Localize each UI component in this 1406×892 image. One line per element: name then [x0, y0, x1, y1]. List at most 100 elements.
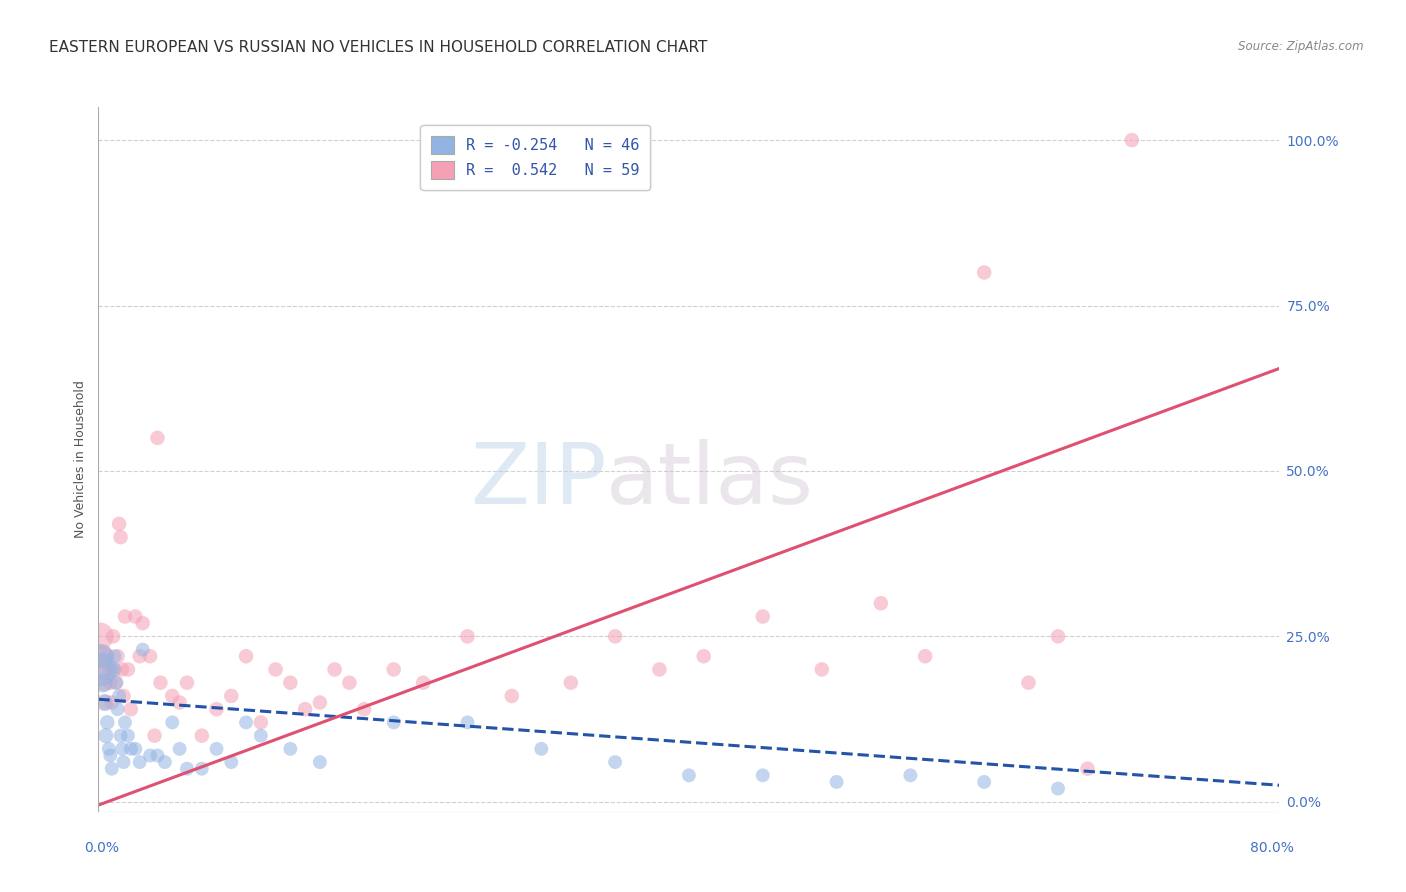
Point: [457, 715, 479, 730]
Point: [221, 689, 243, 703]
Point: [530, 742, 553, 756]
Point: [501, 689, 523, 703]
Text: 0.0%: 0.0%: [84, 841, 118, 855]
Point: [205, 702, 228, 716]
Point: [104, 663, 127, 677]
Point: [143, 729, 166, 743]
Point: [648, 663, 671, 677]
Point: [132, 642, 155, 657]
Point: [91, 675, 114, 690]
Point: [191, 762, 214, 776]
Point: [128, 755, 150, 769]
Point: [105, 675, 128, 690]
Point: [111, 742, 134, 756]
Point: [112, 689, 135, 703]
Point: [107, 649, 129, 664]
Point: [191, 729, 214, 743]
Point: [112, 755, 135, 769]
Point: [825, 775, 848, 789]
Point: [457, 629, 479, 643]
Point: [98, 675, 121, 690]
Point: [111, 663, 134, 677]
Point: [103, 629, 125, 643]
Point: [973, 775, 995, 789]
Point: [693, 649, 716, 664]
Point: [117, 729, 139, 743]
Point: [128, 649, 150, 664]
Point: [382, 715, 405, 730]
Point: [139, 748, 162, 763]
Point: [117, 663, 139, 677]
Point: [149, 675, 172, 690]
Point: [97, 742, 120, 756]
Point: [94, 696, 117, 710]
Point: [1121, 133, 1143, 147]
Point: [169, 742, 191, 756]
Point: [91, 663, 114, 677]
Point: [104, 649, 127, 664]
Point: [309, 755, 332, 769]
Point: [560, 675, 582, 690]
Point: [339, 675, 361, 690]
Point: [90, 649, 112, 664]
Point: [169, 696, 191, 710]
Point: [146, 748, 169, 763]
Text: Source: ZipAtlas.com: Source: ZipAtlas.com: [1239, 40, 1364, 54]
Point: [120, 702, 142, 716]
Point: [205, 742, 228, 756]
Point: [108, 689, 131, 703]
Point: [162, 689, 183, 703]
Point: [810, 663, 832, 677]
Point: [110, 530, 132, 544]
Point: [146, 431, 169, 445]
Point: [678, 768, 700, 782]
Point: [752, 768, 775, 782]
Point: [97, 663, 120, 677]
Point: [264, 663, 287, 677]
Point: [176, 762, 198, 776]
Point: [120, 742, 142, 756]
Point: [353, 702, 375, 716]
Point: [89, 663, 111, 677]
Point: [96, 649, 118, 664]
Point: [107, 702, 129, 716]
Point: [114, 715, 136, 730]
Point: [605, 755, 627, 769]
Point: [108, 516, 131, 531]
Legend: R = -0.254   N = 46, R =  0.542   N = 59: R = -0.254 N = 46, R = 0.542 N = 59: [420, 125, 651, 190]
Point: [280, 675, 302, 690]
Point: [176, 675, 198, 690]
Point: [103, 663, 125, 677]
Point: [100, 696, 122, 710]
Point: [105, 675, 128, 690]
Point: [914, 649, 936, 664]
Point: [124, 609, 146, 624]
Point: [90, 649, 112, 664]
Point: [1046, 781, 1070, 796]
Point: [100, 762, 122, 776]
Point: [250, 729, 273, 743]
Point: [235, 715, 257, 730]
Point: [412, 675, 434, 690]
Y-axis label: No Vehicles in Household: No Vehicles in Household: [75, 381, 87, 538]
Point: [973, 265, 995, 279]
Point: [605, 629, 627, 643]
Point: [89, 629, 111, 643]
Text: atlas: atlas: [606, 439, 814, 522]
Point: [114, 609, 136, 624]
Point: [1046, 629, 1070, 643]
Point: [1077, 762, 1099, 776]
Point: [93, 675, 115, 690]
Point: [98, 748, 121, 763]
Point: [235, 649, 257, 664]
Point: [294, 702, 316, 716]
Point: [900, 768, 922, 782]
Point: [132, 616, 155, 631]
Point: [153, 755, 176, 769]
Point: [309, 696, 332, 710]
Point: [96, 715, 118, 730]
Point: [250, 715, 273, 730]
Point: [93, 696, 115, 710]
Point: [162, 715, 183, 730]
Point: [870, 596, 893, 610]
